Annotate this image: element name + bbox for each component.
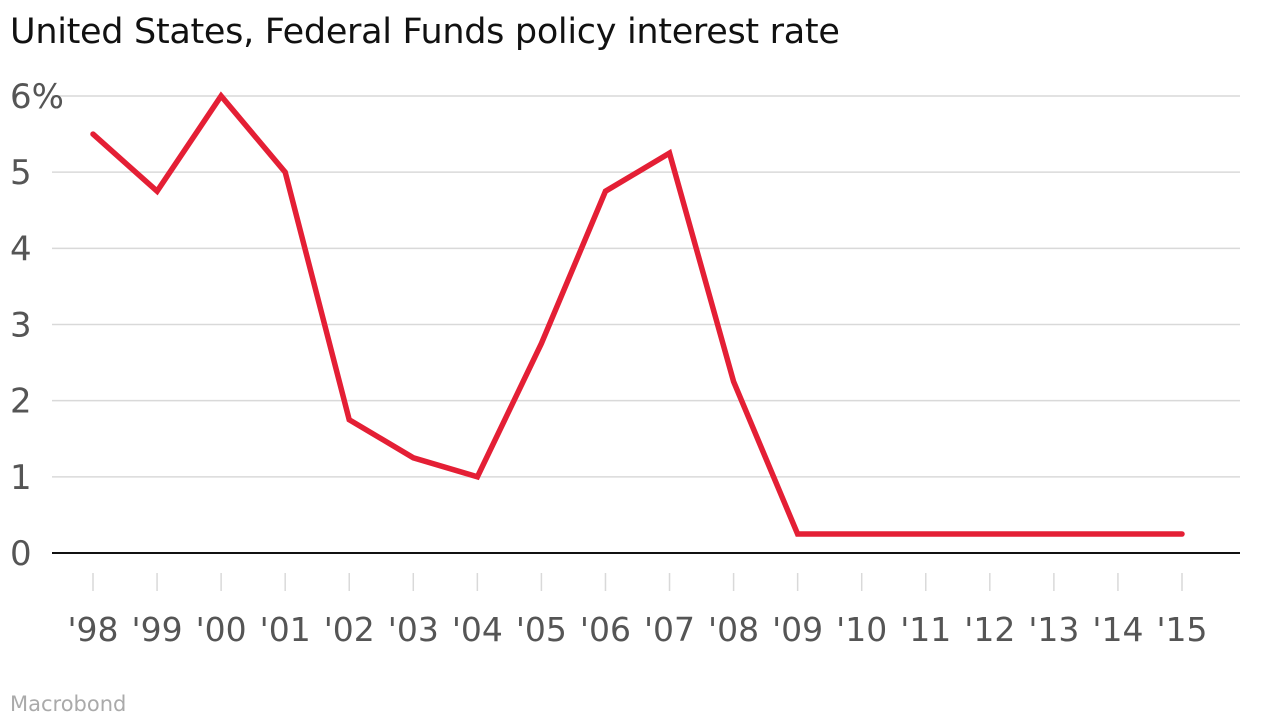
y-tick-label: 3	[10, 306, 32, 346]
series-layer	[90, 91, 1185, 537]
y-tick-label: 2	[10, 382, 32, 422]
x-axis-ticks: '98 '99 '00 '01 '02 '03 '04 '05 '06 '07 '08 '09 '10 '…	[67, 573, 1208, 649]
x-tick-label: '06	[580, 610, 631, 649]
x-tick-label: '01	[260, 610, 311, 649]
y-tick-label: 6%	[10, 77, 64, 117]
x-tick-label: '09	[772, 610, 823, 649]
x-tick-label: '00	[196, 610, 247, 649]
source-note: Macrobond	[10, 692, 127, 716]
chart-title: United States, Federal Funds policy inte…	[10, 12, 840, 52]
x-tick-label: '05	[516, 610, 567, 649]
x-tick-label: '11	[900, 610, 951, 649]
gridlines	[52, 95, 1240, 554]
x-tick-label: '15	[1156, 610, 1207, 649]
x-tick-label: '02	[324, 610, 375, 649]
x-tick-label: '98	[67, 610, 118, 649]
x-tick-label: '14	[1092, 610, 1143, 649]
x-tick-label: '10	[836, 610, 887, 649]
y-tick-label: 5	[10, 153, 32, 193]
x-tick-label: '04	[452, 610, 503, 649]
x-tick-label: '99	[132, 610, 183, 649]
x-tick-label: '13	[1028, 610, 1079, 649]
y-tick-label: 0	[10, 534, 32, 574]
series-line	[90, 91, 1185, 537]
x-tick-label: '03	[388, 610, 439, 649]
x-tick-label: '07	[644, 610, 695, 649]
y-tick-label: 1	[10, 458, 32, 498]
x-tick-label: '12	[964, 610, 1015, 649]
y-tick-label: 4	[10, 229, 32, 269]
x-tick-label: '08	[708, 610, 759, 649]
y-axis-tick-labels: 0 1 2 3 4 5 6%	[10, 77, 64, 574]
